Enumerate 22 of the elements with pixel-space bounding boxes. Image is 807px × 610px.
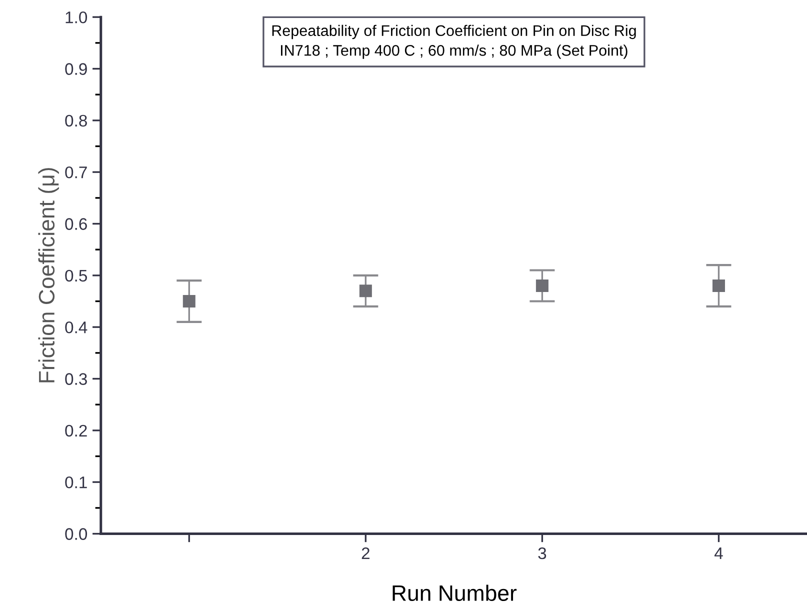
x-tick-label: 2 bbox=[362, 547, 370, 560]
point bbox=[536, 280, 548, 292]
y-tick-label: 0.4 bbox=[65, 321, 88, 334]
y-axis-title: Friction Coefficient (μ) bbox=[38, 168, 59, 382]
y-tick-label: 0.7 bbox=[65, 166, 87, 178]
y-tick-label: 0.2 bbox=[65, 424, 87, 437]
y-tick-label: 0.5 bbox=[65, 270, 87, 282]
y-tick-label: 0.3 bbox=[65, 373, 87, 385]
chart-title: Repeatability of Friction Coefficient on Pin on Disc Rig bbox=[272, 24, 636, 40]
x-tick-label: 4 bbox=[714, 548, 723, 560]
point bbox=[712, 280, 725, 292]
y-tick-label: 0.1 bbox=[65, 476, 87, 488]
y-tick-label: 0.8 bbox=[65, 114, 87, 127]
y-tick-label: 0.6 bbox=[65, 218, 87, 230]
point bbox=[182, 295, 196, 308]
x-axis-title: Run Number bbox=[392, 584, 517, 602]
y-tick-label: 1.0 bbox=[66, 11, 88, 24]
text: IN718 ; Temp 400 C ; 60 mm/s ; 80 MPa (Set Point) bbox=[281, 44, 628, 59]
y-tick-label: 0.0 bbox=[65, 528, 88, 540]
x-tick-label: 3 bbox=[538, 547, 546, 560]
y-tick-label: 0.9 bbox=[65, 63, 87, 75]
point bbox=[359, 284, 372, 298]
